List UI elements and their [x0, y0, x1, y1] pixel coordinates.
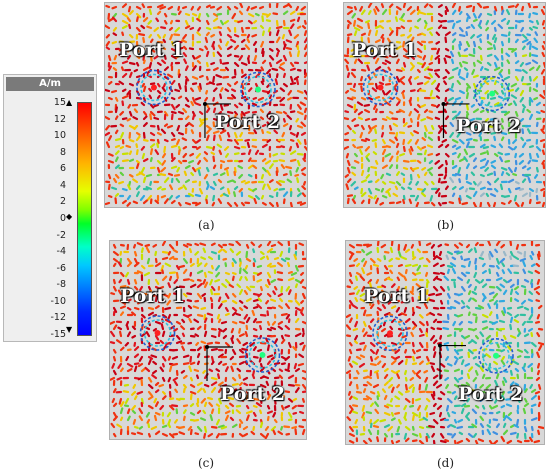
legend-color-bar: [77, 102, 92, 336]
legend-tick: 8: [59, 146, 66, 158]
panel-c: Port 1 Port 2: [109, 240, 307, 440]
zero-marker-icon: ◆: [66, 212, 73, 221]
legend-tick: 15: [53, 97, 66, 108]
field-plot-b: [344, 3, 545, 207]
legend-tick: -12: [50, 312, 66, 324]
legend-tick: -15: [50, 329, 66, 340]
legend-tick: 10: [53, 130, 66, 142]
caption-a: (a): [198, 218, 215, 232]
port2-label-b: Port 2: [456, 115, 522, 137]
panel-a: Port 1 Port 2: [104, 2, 308, 208]
field-plot-a: [105, 3, 307, 207]
port1-label-b: Port 1: [352, 39, 418, 61]
legend-tick: 4: [59, 179, 66, 191]
legend-tick: 6: [59, 163, 66, 175]
port1-label-c: Port 1: [120, 285, 186, 307]
caption-b: (b): [437, 218, 455, 232]
port2-label-a: Port 2: [215, 111, 281, 133]
legend-tick: 12: [53, 113, 66, 125]
caption-c: (c): [198, 456, 215, 470]
panel-d: Port 1 Port 2: [345, 240, 545, 445]
legend-tick: -2: [56, 229, 66, 241]
legend-tick: -6: [56, 262, 66, 274]
panel-b: Port 1 Port 2: [343, 2, 546, 208]
min-marker-icon: ▼: [66, 325, 73, 334]
port1-label-a: Port 1: [119, 39, 185, 61]
legend-tick: -10: [50, 295, 66, 307]
legend-tick: 0: [59, 213, 66, 224]
legend-tick: -8: [56, 279, 66, 291]
port2-label-d: Port 2: [458, 383, 524, 405]
caption-d: (d): [437, 456, 455, 470]
port2-label-c: Port 2: [220, 383, 286, 405]
max-marker-icon: ▲: [66, 98, 73, 107]
color-legend: A/m 15 12 10 8 6 4 2 0 -2 -4 -6 -8 -10 -12 -15 ▲ ◆ ▼: [3, 74, 97, 342]
legend-unit: A/m: [6, 77, 94, 91]
legend-tick: 2: [59, 196, 66, 208]
field-plot-c: [110, 241, 306, 439]
legend-tick: -4: [56, 246, 66, 258]
port1-label-d: Port 1: [364, 285, 430, 307]
field-plot-d: [346, 241, 544, 444]
